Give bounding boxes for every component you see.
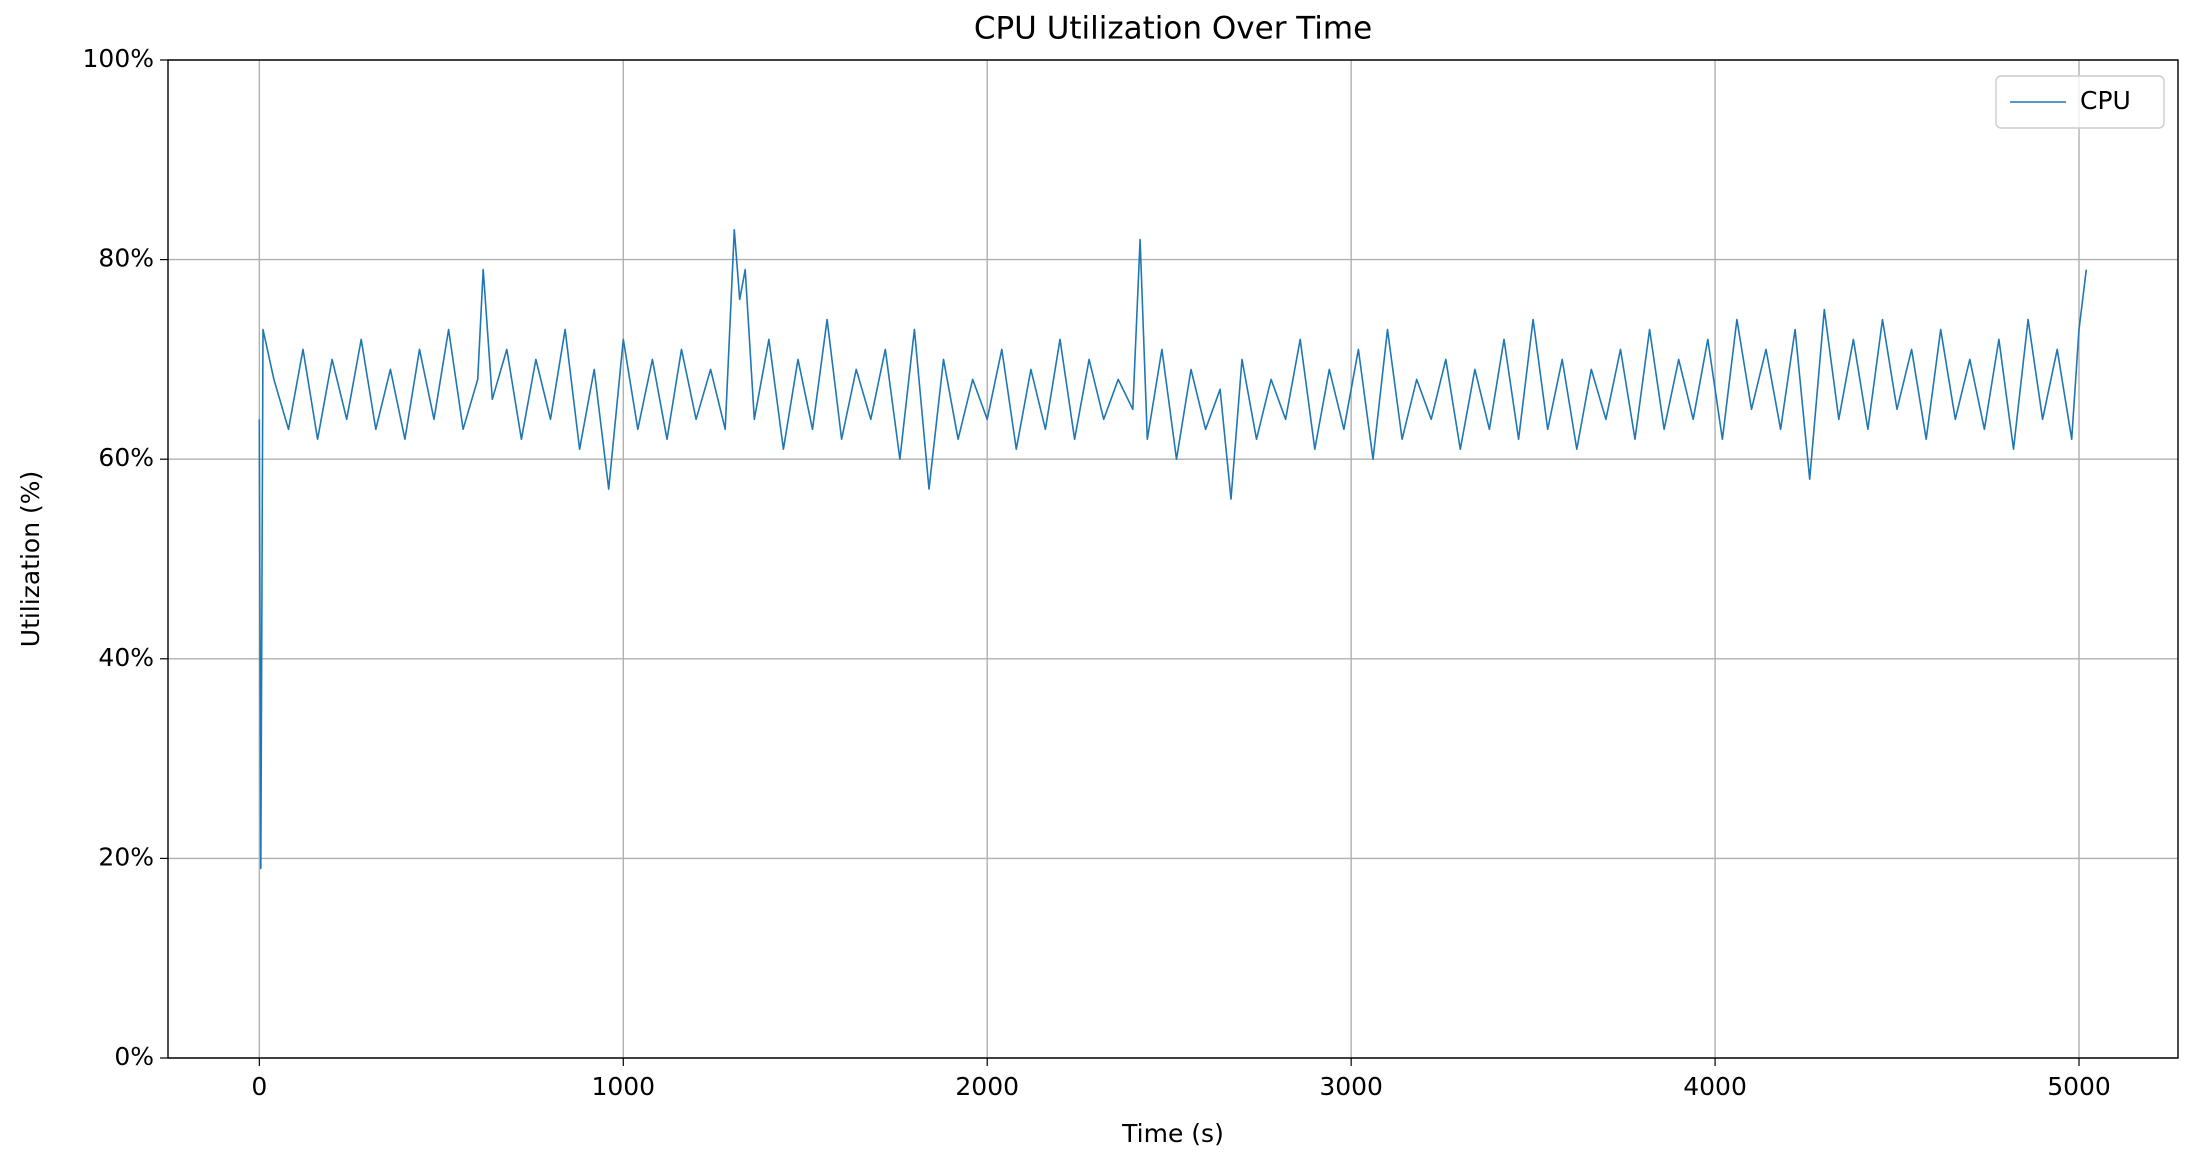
x-tick-label: 4000 [1683, 1072, 1747, 1101]
x-tick-label: 2000 [955, 1072, 1019, 1101]
y-tick-label: 20% [98, 842, 154, 871]
y-tick-label: 80% [98, 244, 154, 273]
legend-box [1995, 75, 2165, 129]
y-tick-label: 0% [114, 1042, 154, 1071]
chart-title: CPU Utilization Over Time [974, 11, 1372, 47]
x-tick-label: 5000 [2047, 1072, 2111, 1101]
x-tick-label: 0 [251, 1072, 267, 1101]
x-axis-label: Time (s) [1121, 1119, 1224, 1148]
legend-label: CPU [2080, 86, 2131, 115]
y-tick-label: 40% [98, 643, 154, 672]
cpu-line [258, 228, 2088, 870]
plot-frame [167, 59, 2179, 1059]
x-tick-label: 3000 [1319, 1072, 1383, 1101]
y-tick-label: 60% [98, 443, 154, 472]
y-tick-label: 100% [83, 44, 154, 73]
x-tick-label: 1000 [591, 1072, 655, 1101]
y-axis-label: Utilization (%) [16, 471, 45, 647]
